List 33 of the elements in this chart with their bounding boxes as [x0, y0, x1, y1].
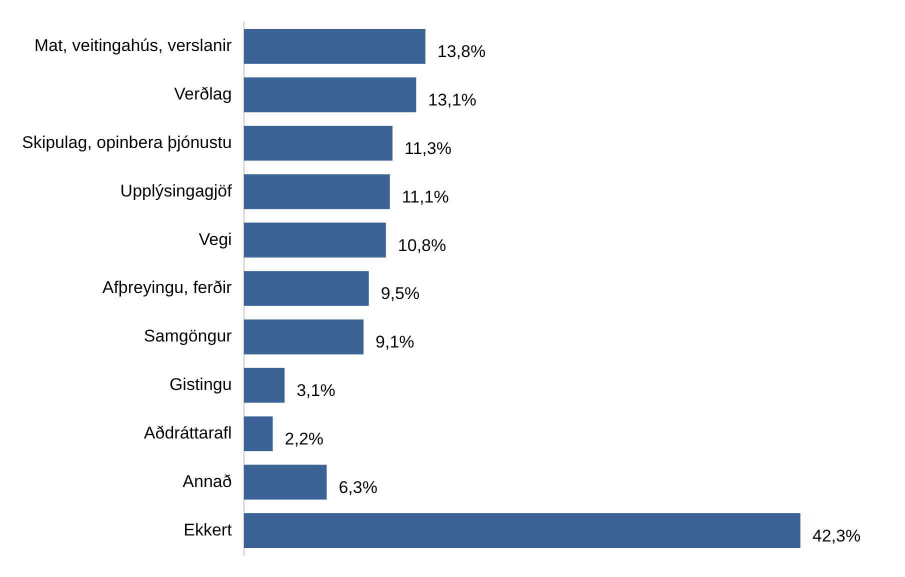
bar: [244, 222, 386, 258]
bar: [244, 174, 390, 210]
data-label: 10,8%: [398, 236, 446, 255]
y-tick-label: Mat, veitingahús, verslanir: [34, 36, 232, 56]
y-tick-label: Upplýsingagjöf: [120, 181, 232, 200]
bar: [244, 416, 273, 452]
y-tick-label: Samgöngur: [144, 326, 232, 346]
data-label: 2,2%: [284, 429, 324, 448]
y-tick-label: Afþreyingu, ferðir: [102, 278, 232, 298]
y-tick-label: Skipulag, opinbera þjónustu: [22, 132, 232, 152]
data-label: 42,3%: [812, 526, 861, 546]
data-label: 9,1%: [376, 332, 414, 352]
data-label: 6,3%: [338, 478, 378, 497]
bar: [244, 271, 369, 306]
y-tick-label: Aðdráttarafl: [144, 423, 232, 442]
y-tick-label: Gistingu: [169, 375, 232, 394]
bar: [244, 464, 327, 500]
bar: [244, 319, 364, 354]
bar: [244, 368, 285, 403]
y-tick-label: Annað: [182, 472, 232, 491]
y-tick-label: Verðlag: [174, 84, 232, 104]
data-label: 11,1%: [402, 187, 449, 206]
y-tick-label: Vegi: [198, 230, 232, 249]
data-label: 9,5%: [380, 284, 420, 304]
data-label: 3,1%: [296, 381, 336, 400]
bar: [244, 513, 800, 548]
data-label: 13,1%: [428, 90, 476, 110]
bar: [244, 77, 416, 112]
y-tick-label: Ekkert: [184, 520, 232, 540]
data-label: 11,3%: [404, 138, 452, 158]
bar: [244, 126, 392, 161]
bar: [244, 28, 426, 64]
data-label: 13,8%: [437, 42, 486, 62]
